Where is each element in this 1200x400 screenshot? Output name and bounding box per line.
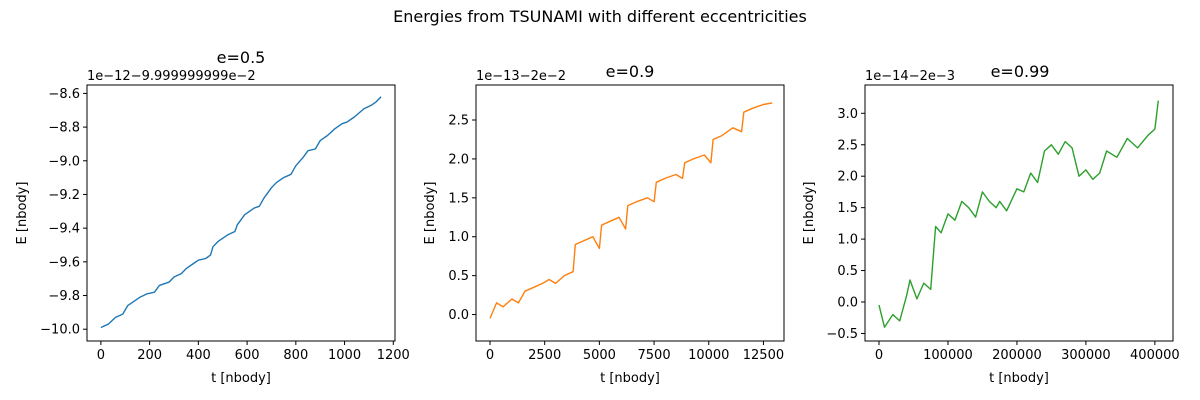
chart-title: e=0.99 — [991, 62, 1050, 81]
y-tick-label: −9.6 — [48, 255, 80, 270]
y-tick-label: 1.5 — [837, 201, 858, 216]
x-tick-label: 100000 — [923, 348, 973, 363]
panel-e09: 0 2500 5000 7500 10000 12500 0.0 0.5 1.0 1.5 2.0 2… — [423, 62, 785, 386]
axes-frame — [86, 84, 396, 342]
chart-title: e=0.5 — [217, 48, 266, 67]
y-ticks: −10.0 −9.8 −9.6 −9.4 −9.2 −9.0 −8.8 −8.6 — [40, 87, 87, 338]
x-tick-label: 5000 — [583, 348, 616, 363]
x-tick-label: 1000 — [328, 348, 361, 363]
y-axis-label: E [nbody] — [802, 182, 817, 245]
offset-text: 1e−13−2e−2 — [476, 69, 566, 84]
y-tick-label: 1.5 — [448, 191, 469, 206]
y-tick-label: 0.0 — [837, 296, 858, 311]
series-line — [878, 100, 1159, 328]
x-axis-label: t [nbody] — [211, 371, 271, 386]
y-axis-label: E [nbody] — [15, 182, 30, 245]
x-tick-label: 200 — [137, 348, 162, 363]
y-axis-label: E [nbody] — [423, 182, 438, 245]
x-tick-label: 400000 — [1130, 348, 1180, 363]
x-tick-label: 7500 — [638, 348, 671, 363]
x-ticks: 0 100000 200000 300000 400000 — [875, 341, 1180, 363]
x-tick-label: 0 — [97, 348, 105, 363]
series-line — [489, 102, 773, 319]
axes-frame — [864, 84, 1174, 342]
y-tick-label: 3.0 — [837, 107, 858, 122]
x-ticks: 0 2500 5000 7500 10000 12500 — [486, 341, 784, 363]
x-tick-label: 1200 — [377, 348, 410, 363]
x-tick-label: 600 — [235, 348, 260, 363]
x-tick-label: 12500 — [743, 348, 784, 363]
y-tick-label: −9.4 — [48, 222, 80, 237]
x-tick-label: 0 — [875, 348, 883, 363]
offset-text: 1e−14−2e−3 — [865, 69, 955, 84]
x-tick-label: 300000 — [1061, 348, 1111, 363]
plot-area — [100, 96, 382, 329]
x-tick-label: 10000 — [688, 348, 729, 363]
y-tick-label: 0.5 — [448, 269, 469, 284]
x-ticks: 0 200 400 600 800 1000 1200 — [97, 341, 410, 363]
y-tick-label: 2.0 — [448, 152, 469, 167]
series-line — [100, 96, 382, 329]
x-tick-label: 400 — [186, 348, 211, 363]
y-tick-label: −9.0 — [48, 154, 80, 169]
y-tick-label: −9.8 — [48, 289, 80, 304]
y-tick-label: 1.0 — [837, 233, 858, 248]
x-tick-label: 2500 — [528, 348, 561, 363]
x-axis-label: t [nbody] — [989, 371, 1049, 386]
x-tick-label: 200000 — [992, 348, 1042, 363]
offset-text: 1e−12−9.999999999e−2 — [87, 69, 256, 84]
axes-frame — [475, 84, 785, 342]
x-tick-label: 0 — [486, 348, 494, 363]
plot-area — [878, 100, 1159, 328]
y-tick-label: 2.0 — [837, 170, 858, 185]
y-ticks: 0.0 0.5 1.0 1.5 2.0 2.5 — [448, 114, 476, 323]
panel-e099: 0 100000 200000 300000 400000 −0.5 0.0 0.5 1.0 1… — [802, 62, 1180, 386]
y-tick-label: −8.8 — [48, 121, 80, 136]
panel-e05: 0 200 400 600 800 1000 1200 −10.0−9.8−9.6−9.4−… — [15, 48, 410, 386]
y-ticks: −0.5 0.0 0.5 1.0 1.5 2.0 2.5 3.0 — [826, 107, 865, 342]
y-tick-label: −0.5 — [826, 327, 858, 342]
y-tick-label: −8.6 — [48, 87, 80, 102]
figure-suptitle: Energies from TSUNAMI with different ecc… — [393, 7, 807, 26]
y-tick-label: −9.2 — [48, 188, 80, 203]
y-tick-label: 2.5 — [837, 138, 858, 153]
y-tick-label: 2.5 — [448, 114, 469, 129]
y-tick-label: 0.5 — [837, 264, 858, 279]
y-tick-label: −10.0 — [40, 323, 80, 338]
chart-title: e=0.9 — [606, 62, 655, 81]
x-axis-label: t [nbody] — [600, 371, 660, 386]
x-tick-label: 800 — [283, 348, 308, 363]
y-tick-label: 1.0 — [448, 230, 469, 245]
plot-area — [489, 102, 773, 319]
y-tick-label: 0.0 — [448, 308, 469, 323]
